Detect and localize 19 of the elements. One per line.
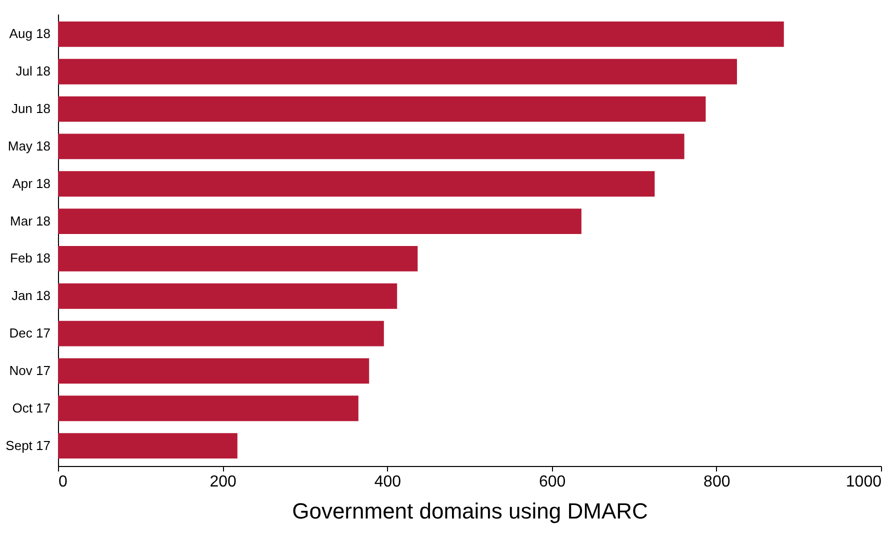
x-tick-label: 1000 bbox=[846, 474, 882, 490]
y-tick-label: Nov 17 bbox=[9, 362, 50, 378]
x-tick-label: 600 bbox=[538, 474, 566, 490]
x-tick-label: 400 bbox=[374, 474, 402, 490]
x-tick-label: 200 bbox=[210, 474, 237, 490]
y-tick-label: Jan 18 bbox=[11, 288, 50, 304]
y-tick-label: May 18 bbox=[8, 138, 50, 154]
y-tick-label: Feb 18 bbox=[10, 250, 50, 266]
y-tick-label: Oct 17 bbox=[12, 400, 50, 416]
y-tick-label: Sept 17 bbox=[6, 438, 50, 453]
y-tick-label: Dec 17 bbox=[9, 326, 50, 341]
y-tick-label: Mar 18 bbox=[10, 213, 50, 228]
y-tick-label: Aug 18 bbox=[9, 26, 50, 42]
x-tick-label: 0 bbox=[58, 474, 68, 490]
x-axis-title: Government domains using DMARC bbox=[292, 498, 648, 524]
y-tick-label: Jun 18 bbox=[11, 101, 50, 116]
y-tick-label: Jul 18 bbox=[16, 64, 50, 79]
x-tick-label: 800 bbox=[704, 474, 730, 490]
y-tick-label: Apr 18 bbox=[12, 176, 50, 191]
